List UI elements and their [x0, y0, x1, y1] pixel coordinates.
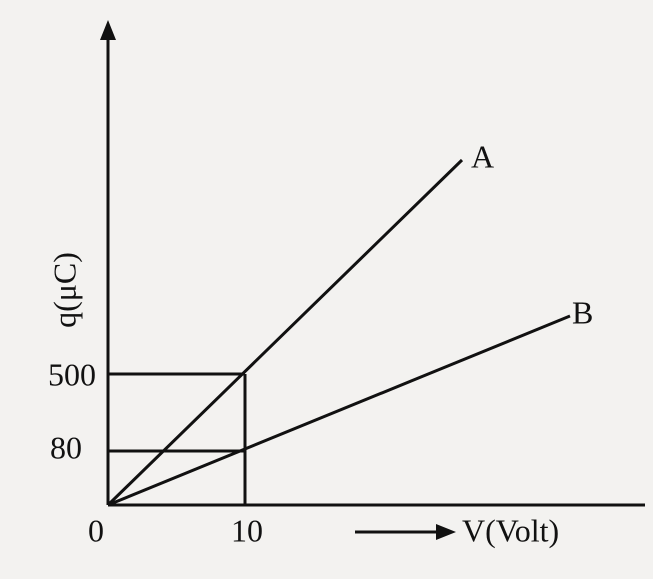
line-label: B — [572, 294, 593, 330]
x-label-arrowhead — [436, 524, 456, 540]
y-axis-label: q(μC) — [46, 252, 82, 328]
y-tick-label: 500 — [48, 356, 96, 392]
line-a — [106, 158, 464, 507]
origin-label: 0 — [88, 512, 104, 548]
x-axis-label: V(Volt) — [462, 512, 559, 548]
line-label: A — [471, 138, 494, 174]
y-tick-label: 80 — [50, 429, 82, 465]
y-arrow — [100, 20, 116, 40]
x-tick-label: 10 — [231, 512, 263, 548]
line-b — [107, 314, 571, 507]
